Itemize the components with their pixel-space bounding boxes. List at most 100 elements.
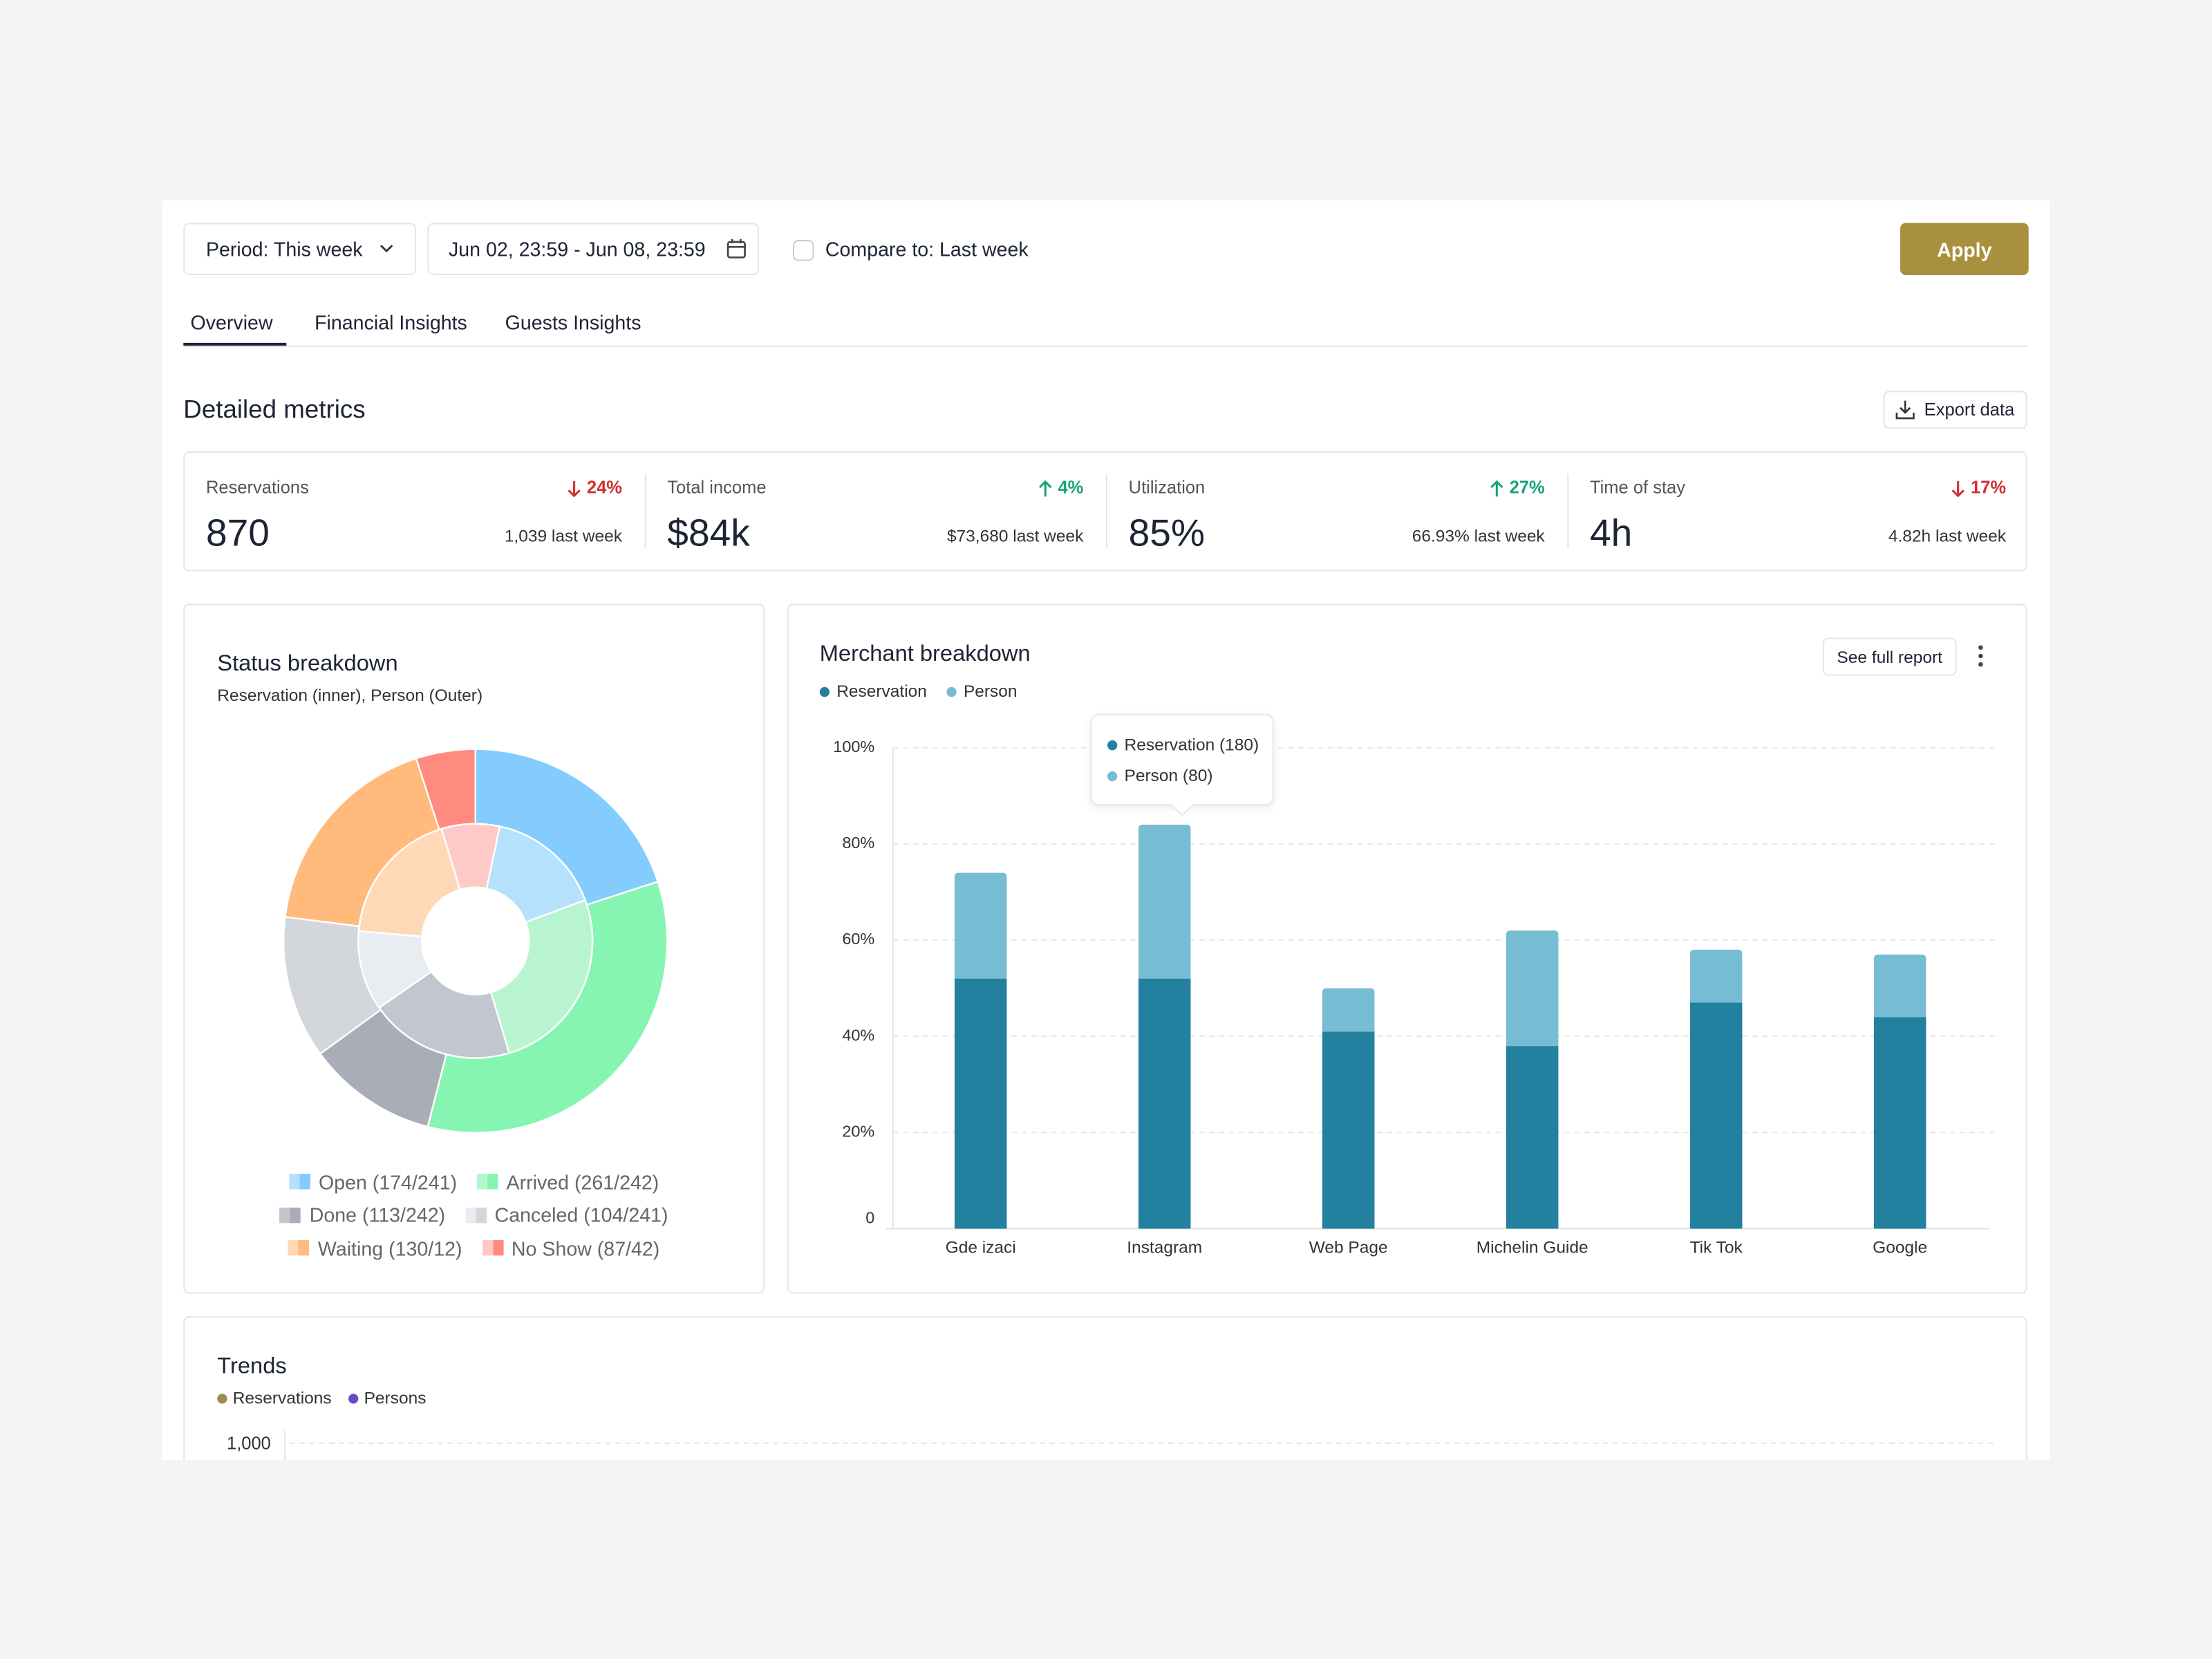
trend-arrow [568, 480, 581, 497]
bar-chart: 0 20% 40% 60% 80% 100% Gde izaci Instagram Web P… [833, 738, 1996, 1257]
report-button[interactable]: See full report [1822, 637, 1957, 676]
tab-divider [183, 346, 2027, 348]
y-tick-label: 1,000 [227, 1434, 271, 1454]
metric-previous: 66.93% last week [1412, 525, 1545, 546]
legend-dot [217, 1394, 227, 1405]
inner-slice [357, 827, 461, 938]
bar-segment [1689, 949, 1743, 1003]
section-title: Detailed metrics [183, 395, 366, 424]
bar-segment [954, 872, 1007, 979]
export-label: Export data [1924, 400, 2015, 420]
bar-segment [1138, 978, 1191, 1229]
tab[interactable]: Overview [190, 311, 273, 334]
tooltip-item: Person (80) [1107, 766, 1212, 786]
arrow [1490, 479, 1503, 496]
metric-change: 24% [567, 478, 622, 499]
change-text: 4% [1058, 477, 1084, 498]
bar-segment [1506, 930, 1559, 1047]
x-tick-label: Tik Tok [1690, 1239, 1743, 1257]
metric-previous: $73,680 last week [946, 525, 1084, 546]
legend-row: Waiting (130/12) No Show (87/42) [183, 1232, 765, 1265]
y-tick-label: 100% [833, 738, 874, 756]
bar-segment [1689, 1002, 1743, 1229]
legend-item: Arrived (261/242) [476, 1170, 659, 1194]
metrics-panel [183, 451, 2027, 572]
y-tick-label: 20% [842, 1123, 874, 1141]
legend-row: Done (113/242) Canceled (104/241) [183, 1199, 765, 1232]
chart-title: Status breakdown [217, 652, 398, 677]
line-chart: 1,000 [227, 1430, 1996, 1461]
y-tick-label: 0 [865, 1208, 874, 1226]
arrow [568, 480, 581, 497]
legend: Open (174/241) Arrived (261/242) Done (113… [183, 1165, 765, 1265]
chart-title: Trends [217, 1355, 287, 1379]
legend-swatch [279, 1207, 301, 1223]
trends-card [183, 1316, 2027, 1461]
inner-slice [489, 899, 594, 1054]
inner-slice [377, 970, 511, 1059]
compare-checkbox[interactable] [792, 239, 814, 261]
legend-dot [819, 687, 830, 697]
legend-item: Canceled (104/241) [465, 1203, 668, 1226]
legend-label: Person [963, 681, 1018, 702]
y-tick-label: 80% [842, 834, 874, 852]
y-tick-label: 40% [842, 1026, 874, 1044]
metric-value: 4h [1590, 512, 1633, 554]
legend-swatch [482, 1240, 503, 1256]
calendar-icon [727, 238, 746, 259]
dashboard: Period: This week Jun 02, 23:59 - Jun 08… [162, 200, 2050, 1461]
metric-divider [1567, 474, 1569, 549]
bar-segment [1322, 1031, 1375, 1229]
period-select[interactable] [183, 223, 417, 275]
legend-item: No Show (87/42) [482, 1237, 659, 1259]
legend-item: Reservation [819, 681, 927, 702]
legend-label: Reservation [836, 681, 927, 702]
inner-slice [485, 825, 587, 924]
metric-value: 870 [205, 512, 270, 554]
tab[interactable]: Guests Insights [505, 311, 641, 334]
y-tick-label: 60% [842, 930, 874, 948]
bar-segment [954, 978, 1007, 1229]
x-tick-label: Michelin Guide [1477, 1239, 1588, 1257]
legend-dot [946, 687, 957, 697]
date-range[interactable] [427, 223, 759, 275]
donut-chart [283, 748, 668, 1134]
metric-label: Time of stay [1590, 477, 1685, 498]
legend-label: Reservations [232, 1388, 332, 1408]
tooltip-item: Reservation (180) [1107, 735, 1259, 755]
metric-previous: 4.82h last week [1888, 525, 2007, 546]
dashboard-content: Period: This week Jun 02, 23:59 - Jun 08… [162, 200, 2050, 1461]
chart-title: Merchant breakdown [819, 642, 1031, 667]
arrow [1951, 480, 1965, 497]
metric-change: 27% [1490, 478, 1545, 499]
legend-label: Waiting (130/12) [317, 1237, 462, 1259]
apply-button[interactable]: Apply [1900, 223, 2029, 275]
change-text: 24% [586, 477, 622, 498]
more-icon[interactable] [1975, 642, 1986, 671]
bar-segment [1873, 1017, 1927, 1229]
legend-item: Waiting (130/12) [288, 1237, 462, 1259]
legend-label: Done (113/242) [309, 1203, 446, 1226]
metric-value: $84k [667, 512, 750, 554]
tooltip-dot [1107, 740, 1118, 751]
metric-divider [644, 474, 646, 549]
tooltip-pointer [1170, 804, 1194, 817]
bar-segment [1506, 1046, 1559, 1229]
chart-subtitle: Reservation (inner), Person (Outer) [217, 685, 483, 706]
x-tick-label: Gde izaci [946, 1239, 1016, 1257]
date-text: Jun 02, 23:59 - Jun 08, 23:59 [448, 238, 706, 261]
tooltip-label: Reservation (180) [1124, 734, 1259, 755]
tab-underline [183, 342, 287, 346]
metric-change: 17% [1951, 478, 2006, 499]
trend-arrow [1490, 479, 1503, 496]
bar-segment [1138, 824, 1191, 979]
metric-label: Total income [667, 477, 767, 498]
metric-label: Reservations [205, 477, 309, 498]
legend-label: Arrived (261/242) [506, 1170, 659, 1194]
tab[interactable]: Financial Insights [315, 311, 467, 334]
x-tick-label: Instagram [1127, 1239, 1202, 1257]
legend-item: Person [946, 681, 1018, 702]
legend-swatch [465, 1207, 487, 1223]
